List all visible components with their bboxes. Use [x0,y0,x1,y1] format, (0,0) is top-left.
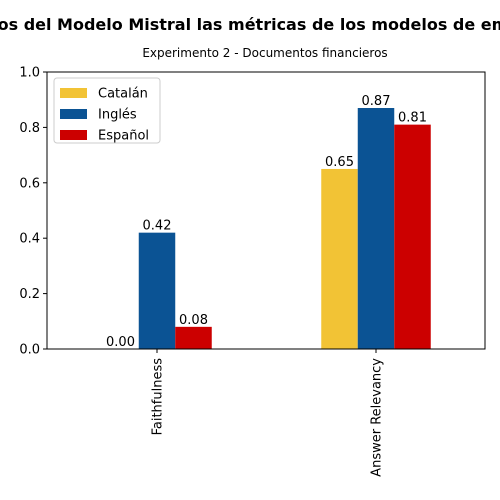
data-label: 0.00 [106,335,135,350]
bar-2-2 [357,108,395,349]
data-label: 0.42 [143,219,172,234]
x-tick-label: Faithfulness [151,358,166,436]
data-label: 0.08 [179,313,208,328]
legend-swatch [60,88,87,98]
chart-title: Resultados del Modelo Mistral las métric… [0,15,500,34]
bar-1-2 [321,168,358,349]
bar-3-1 [175,326,212,349]
legend-swatch [60,109,87,119]
y-tick-label: 0.4 [19,232,40,247]
legend: Catalán Inglés Español [53,77,161,144]
y-tick-label: 0.6 [19,176,40,191]
bar-2-1 [138,232,176,349]
y-tick-label: 0.0 [19,343,40,358]
y-tick-label: 0.8 [19,121,40,136]
y-tick-label: 0.2 [19,287,40,302]
data-label: 0.65 [325,155,354,170]
bar-3-2 [394,124,431,349]
data-label: 0.87 [362,94,391,109]
plot-frame [46,71,486,350]
x-tick-label: Answer Relevancy [370,358,385,477]
legend-label: Inglés [98,108,137,123]
plot-area: 0.0 0.2 0.4 0.6 0.8 1.0 0.00 0.65 0.42 0.87 0.08 0.… [19,66,431,477]
legend-label: Español [98,129,149,144]
legend-swatch [60,130,87,140]
chart-subtitle: Experimento 2 - Documentos financieros [142,46,387,60]
legend-label: Catalán [98,87,148,102]
y-tick-label: 1.0 [19,66,40,81]
data-label: 0.81 [398,111,427,126]
